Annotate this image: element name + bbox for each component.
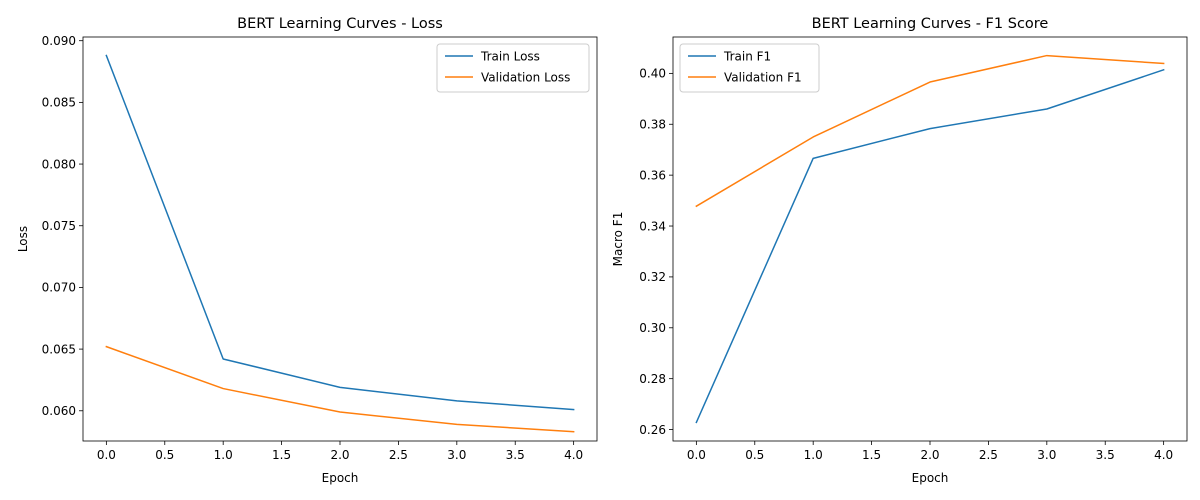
legend-label: Train Loss bbox=[480, 49, 540, 63]
legend-box bbox=[436, 43, 590, 93]
y-tick-label: 0.060 bbox=[42, 404, 76, 418]
y-tick-label: 0.065 bbox=[42, 342, 76, 356]
y-tick-label: 0.28 bbox=[639, 372, 666, 386]
x-tick-label: 2.0 bbox=[330, 448, 349, 462]
series-line bbox=[105, 54, 575, 411]
y-tick-label: 0.36 bbox=[639, 168, 666, 182]
series-line bbox=[105, 345, 575, 433]
x-tick-label: 3.5 bbox=[1096, 448, 1115, 462]
plot-frame bbox=[672, 36, 1188, 442]
x-tick-label: 2.0 bbox=[920, 448, 939, 462]
x-tick-label: 3.0 bbox=[1037, 448, 1056, 462]
x-tick-label: 4.0 bbox=[564, 448, 583, 462]
x-tick-label: 1.5 bbox=[862, 448, 881, 462]
plot-frame bbox=[82, 36, 598, 442]
y-axis-label: Macro F1 bbox=[611, 212, 625, 267]
x-tick-label: 0.0 bbox=[97, 448, 116, 462]
legend-label: Train F1 bbox=[723, 49, 771, 63]
x-tick-label: 0.0 bbox=[687, 448, 706, 462]
y-tick-label: 0.32 bbox=[639, 270, 666, 284]
y-tick-label: 0.075 bbox=[42, 219, 76, 233]
y-tick-label: 0.090 bbox=[42, 34, 76, 48]
y-tick-label: 0.070 bbox=[42, 281, 76, 295]
x-tick-label: 2.5 bbox=[389, 448, 408, 462]
x-tick-label: 0.5 bbox=[745, 448, 764, 462]
y-tick-label: 0.26 bbox=[639, 423, 666, 437]
y-tick-label: 0.085 bbox=[42, 96, 76, 110]
x-tick-label: 1.5 bbox=[272, 448, 291, 462]
x-tick-label: 3.5 bbox=[506, 448, 525, 462]
x-tick-label: 3.0 bbox=[447, 448, 466, 462]
legend: Train Loss Validation Loss bbox=[436, 43, 590, 93]
y-tick-label: 0.30 bbox=[639, 321, 666, 335]
x-tick-label: 0.5 bbox=[155, 448, 174, 462]
y-tick-label: 0.34 bbox=[639, 219, 666, 233]
x-tick-label: 1.0 bbox=[804, 448, 823, 462]
series-line bbox=[695, 68, 1165, 424]
chart-panel-1: 0.0 0.5 1.0 1.5 2.0 2.5 3.0 3.5 4.0 0.060 0.065 0.0… bbox=[16, 16, 598, 485]
y-tick-label: 0.40 bbox=[639, 67, 666, 81]
x-axis-label: Epoch bbox=[912, 471, 949, 485]
x-axis-label: Epoch bbox=[322, 471, 359, 485]
series-line bbox=[695, 54, 1165, 208]
legend-label: Validation Loss bbox=[481, 70, 570, 84]
chart-title: BERT Learning Curves - Loss bbox=[237, 16, 443, 32]
legend-label: Validation F1 bbox=[724, 70, 802, 84]
y-axis-label: Loss bbox=[16, 226, 30, 252]
chart-panel-2: 0.0 0.5 1.0 1.5 2.0 2.5 3.0 3.5 4.0 0.26 0.28 0.30 0… bbox=[611, 16, 1188, 485]
y-tick-label: 0.38 bbox=[639, 118, 666, 132]
y-tick-label: 0.080 bbox=[42, 157, 76, 171]
x-tick-label: 2.5 bbox=[979, 448, 998, 462]
x-tick-label: 4.0 bbox=[1154, 448, 1173, 462]
chart-title: BERT Learning Curves - F1 Score bbox=[812, 16, 1049, 32]
x-tick-label: 1.0 bbox=[214, 448, 233, 462]
legend: Train F1 Validation F1 bbox=[679, 43, 820, 93]
